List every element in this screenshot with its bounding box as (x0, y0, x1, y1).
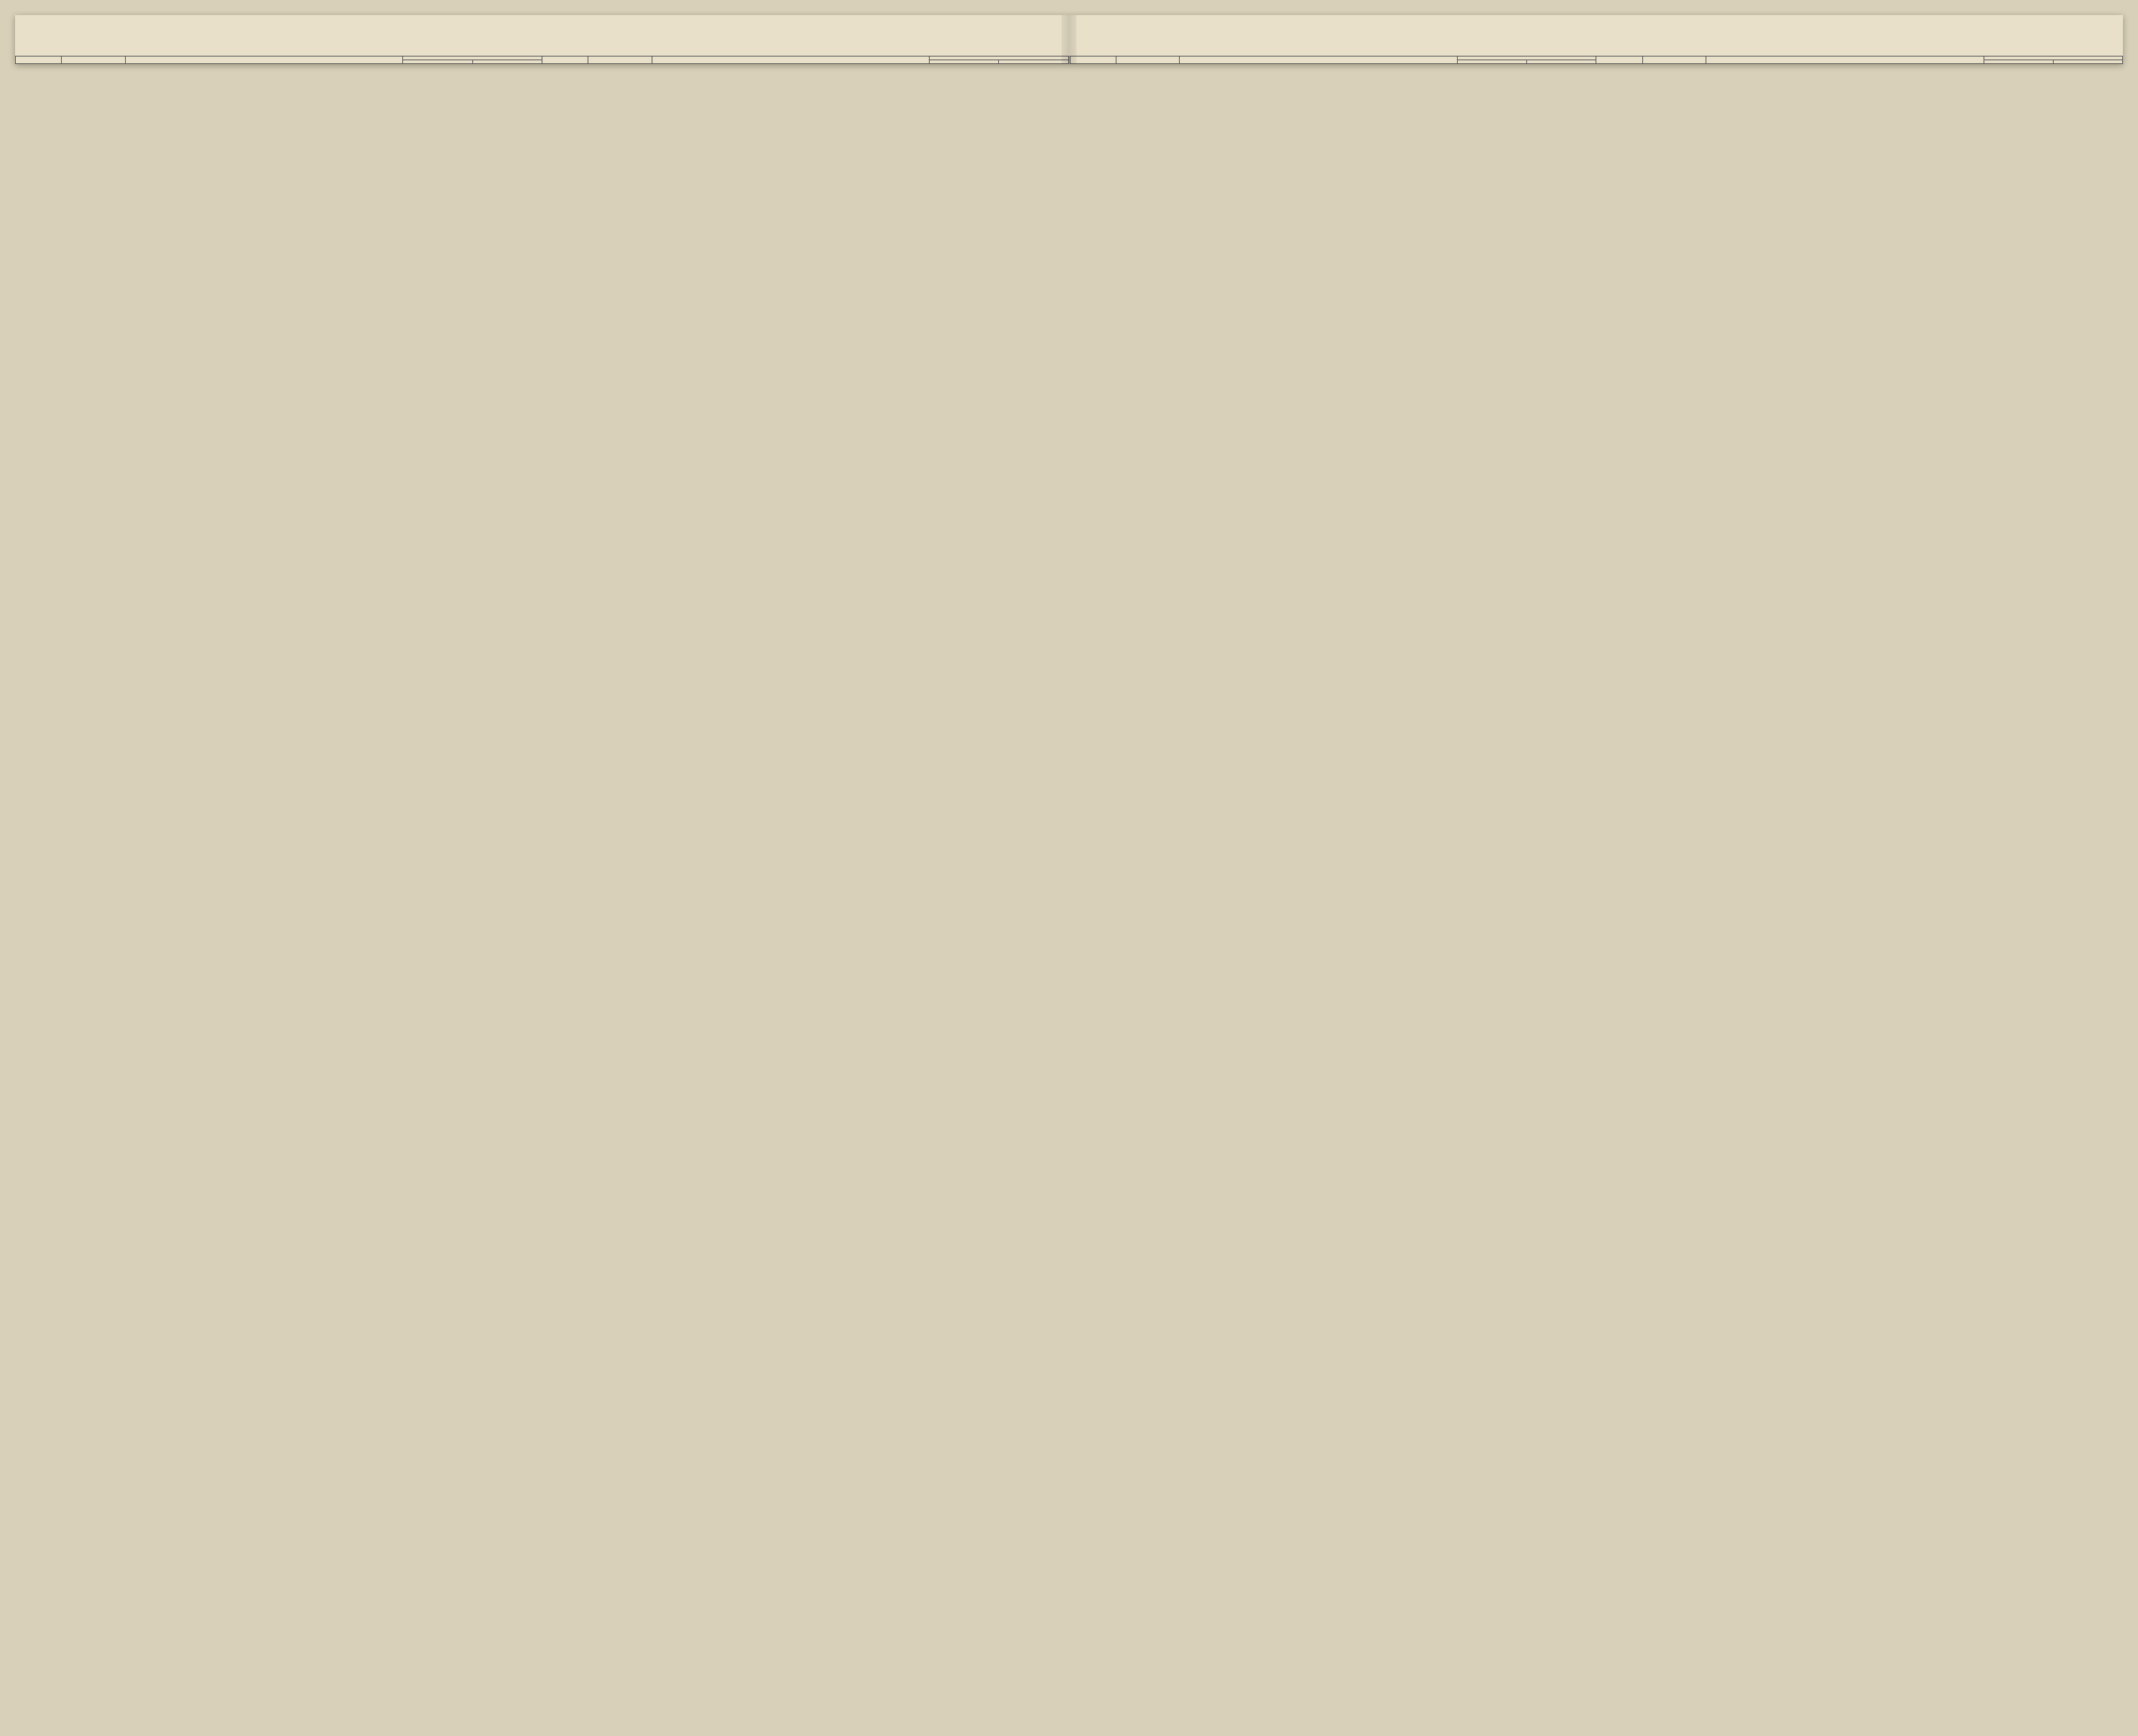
ledger-table-left (15, 56, 1069, 64)
page-title (15, 15, 2123, 56)
right-page (1070, 56, 2124, 64)
table-header (16, 57, 1069, 64)
col-bosatt (403, 60, 472, 64)
left-page (15, 56, 1070, 64)
col-hus (1596, 57, 1642, 64)
col-hus (16, 57, 62, 64)
col-gard (588, 57, 652, 64)
col-hus (542, 57, 588, 64)
col-bosatt (1984, 60, 2053, 64)
col-bosted (1180, 57, 1458, 64)
col-gard (62, 57, 125, 64)
col-bosatt (1457, 60, 1526, 64)
col-bosted (125, 57, 403, 64)
ledger-table-right (1070, 56, 2124, 64)
col-bosatt (930, 60, 999, 64)
col-tilstede (999, 60, 1068, 64)
col-gard (1642, 57, 1706, 64)
col-gard (1116, 57, 1179, 64)
table-header (1070, 57, 2123, 64)
col-bosted (1706, 57, 1984, 64)
col-tilstede (2053, 60, 2122, 64)
ledger-spread (15, 15, 2123, 64)
col-hus (1070, 57, 1116, 64)
col-bosted (652, 57, 930, 64)
col-tilstede (1527, 60, 1596, 64)
col-tilstede (472, 60, 542, 64)
